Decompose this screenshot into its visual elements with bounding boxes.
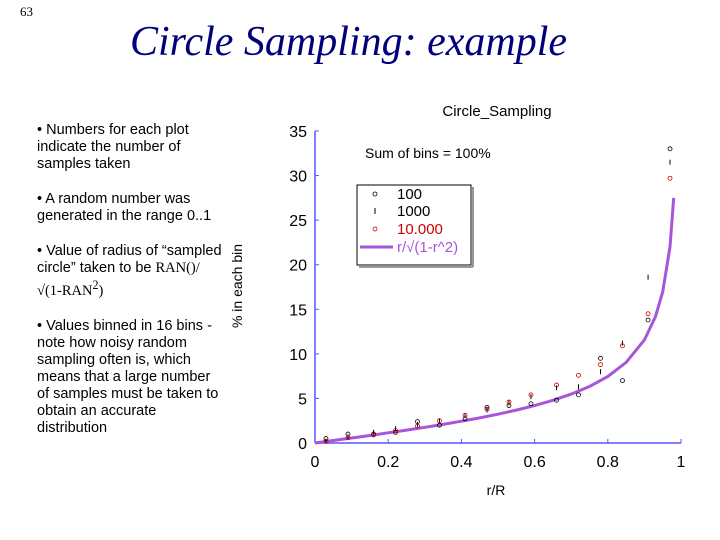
data-point-10000: [437, 418, 442, 424]
data-point-10000: [667, 175, 673, 181]
slide-number: 63: [20, 4, 33, 19]
y-axis-label: % in each bin: [229, 244, 245, 328]
data-point-100: [620, 378, 625, 384]
legend-box: [356, 184, 472, 266]
data-point-10000: [506, 399, 512, 405]
bullet-item: • A random number was generated in the r…: [37, 191, 212, 224]
data-point-10000: [345, 435, 351, 441]
data-point-100: [645, 317, 651, 323]
data-point-10000: [484, 406, 490, 412]
data-point-10000: [393, 428, 398, 433]
x-tick-label: 0: [311, 454, 320, 471]
y-tick-label: 30: [289, 169, 307, 186]
x-axis-label: r/R: [487, 482, 506, 498]
x-tick-label: 0.8: [597, 454, 619, 471]
data-point-100: [554, 397, 559, 403]
y-tick-label: 15: [289, 302, 307, 319]
legend-entry-label: 100: [397, 186, 422, 203]
legend-entry-label: r/√(1-r^2): [397, 239, 458, 256]
data-point-10000: [554, 382, 559, 388]
data-point-10000: [462, 412, 468, 418]
legend-marker-circle: [372, 226, 378, 232]
theory-curve-line: [314, 197, 676, 445]
bullet-item: • Numbers for each plot indicate the num…: [37, 122, 189, 172]
y-tick-label: 0: [298, 436, 307, 453]
data-point-10000: [620, 343, 625, 349]
bullet-text: • Value of radius of “sampled circle” ta…: [37, 243, 222, 276]
data-point-100: [528, 401, 534, 407]
bullet-list: • Numbers for each plot indicate the num…: [37, 122, 222, 455]
chart-annotation: Sum of bins = 100%: [365, 145, 491, 161]
data-point-10000: [598, 362, 603, 367]
slide-title: Circle Sampling: example: [130, 19, 568, 65]
y-tick-label: 25: [289, 213, 307, 230]
data-point-100: [667, 146, 673, 152]
y-tick-label: 5: [298, 391, 307, 408]
y-tick-label: 10: [289, 347, 307, 364]
x-tick-label: 0.6: [523, 454, 545, 471]
data-point-10000: [645, 311, 651, 317]
x-tick-label: 0.4: [450, 454, 472, 471]
data-point-10000: [415, 423, 420, 429]
x-tick-label: 0.2: [377, 454, 399, 471]
chart-title: Circle_Sampling: [442, 103, 551, 120]
data-point-10000: [528, 392, 534, 398]
y-tick-label: 20: [289, 258, 307, 275]
formula-close: ): [98, 282, 104, 299]
bullet-item: • Values binned in 16 bins - note how no…: [37, 317, 219, 436]
data-point-100: [576, 392, 581, 398]
legend-entry-label: 1000: [397, 203, 430, 220]
formula-superscript: 2: [92, 278, 99, 292]
legend-marker-circle: [372, 191, 378, 197]
y-tick-label: 35: [289, 124, 307, 141]
data-point-10000: [323, 438, 329, 444]
data-point-10000: [371, 432, 376, 438]
legend-entry-label: 10.000: [397, 221, 443, 238]
x-tick-label: 1: [677, 454, 686, 471]
data-point-100: [598, 355, 603, 361]
data-point-10000: [576, 372, 581, 378]
formula-text: RAN()/√(1-RAN: [37, 260, 200, 299]
bullet-item: • Value of radius of “sampled circle” ta…: [37, 243, 222, 300]
